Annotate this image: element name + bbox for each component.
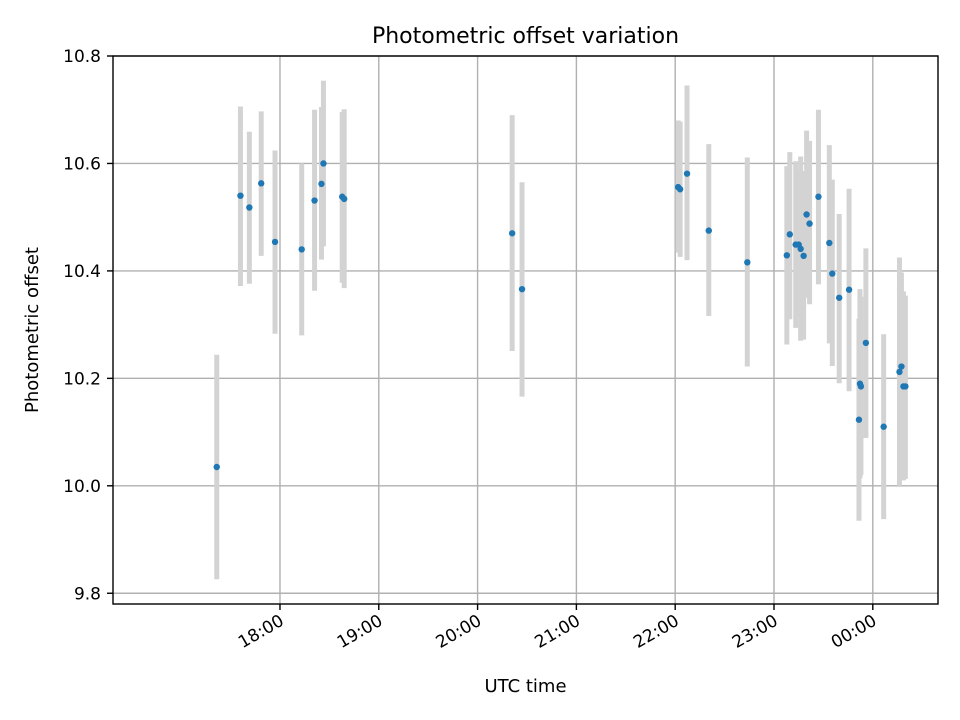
data-point [237, 192, 244, 199]
y-tick-label: 10.6 [63, 154, 101, 174]
data-point [213, 463, 220, 471]
data-point [508, 230, 516, 237]
data-point [786, 231, 793, 238]
data-point [705, 227, 712, 234]
data-point [896, 368, 903, 376]
data-point [683, 170, 691, 177]
y-tick-label: 10.8 [63, 47, 101, 67]
data-point [320, 160, 327, 167]
data-point [518, 285, 526, 293]
data-point [898, 363, 905, 370]
data-point [800, 252, 807, 260]
data-point [855, 416, 863, 423]
data-point [829, 270, 836, 277]
data-point [797, 245, 804, 253]
chart-title: Photometric offset variation [372, 24, 679, 49]
data-point [676, 186, 684, 193]
y-tick-label: 10.0 [63, 477, 101, 497]
data-point [902, 383, 909, 390]
data-point [803, 211, 810, 218]
data-point [835, 294, 843, 301]
data-point [258, 180, 265, 187]
data-point [298, 246, 305, 253]
data-point [318, 180, 325, 188]
y-tick-label: 9.8 [74, 584, 101, 604]
y-tick-label: 10.2 [63, 369, 101, 389]
point-layer [213, 160, 909, 471]
y-axis-label: Photometric offset [22, 247, 43, 413]
data-point [340, 195, 348, 203]
data-point [862, 339, 870, 347]
y-tick-label: 10.4 [63, 262, 101, 282]
data-point [311, 197, 318, 204]
data-point [744, 259, 751, 266]
x-axis-label: UTC time [484, 676, 566, 697]
plot-frame [112, 55, 939, 605]
data-point [826, 239, 833, 247]
data-point [880, 423, 887, 430]
data-point [815, 193, 822, 200]
data-point [845, 286, 853, 293]
data-point [246, 204, 253, 211]
data-point [783, 252, 791, 259]
data-point [806, 220, 813, 227]
data-point [271, 238, 279, 246]
data-point [857, 383, 865, 390]
